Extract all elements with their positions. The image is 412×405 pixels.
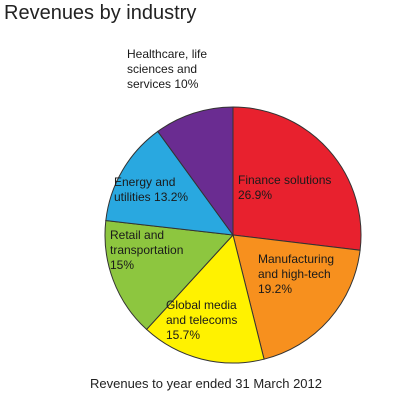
value-label: 26.9% <box>238 188 273 202</box>
value-label: 13.2% <box>154 190 189 204</box>
category-label: Finance solutions <box>238 173 332 187</box>
category-label: Global media and telecoms <box>166 298 238 327</box>
caption: Revenues to year ended 31 March 2012 <box>90 376 322 391</box>
slice-label: Healthcare, life sciences and services 1… <box>127 47 225 92</box>
pie-slice <box>105 130 235 236</box>
slice-label: Manufacturing and high-tech 19.2% <box>258 252 348 297</box>
category-label: Retail and transportation <box>110 228 184 257</box>
slice-label: Energy and utilities 13.2% <box>114 175 204 205</box>
pie-slice <box>104 220 235 331</box>
slice-label: Retail and transportation 15% <box>110 228 200 273</box>
chart-title: Revenues by industry <box>4 2 197 24</box>
slice-label: Finance solutions 26.9% <box>238 173 348 203</box>
slice-label: Global media and telecoms 15.7% <box>166 298 256 343</box>
category-label: Healthcare, life sciences and services <box>127 47 208 91</box>
category-label: Energy and utilities <box>114 175 176 204</box>
value-label: 19.2% <box>258 282 293 296</box>
pie-slice <box>157 106 234 237</box>
pie-slice <box>232 234 361 360</box>
pie-slice <box>145 233 265 364</box>
value-label: 10% <box>174 77 199 91</box>
value-label: 15.7% <box>166 328 201 342</box>
pie-slice <box>232 106 362 251</box>
category-label: Manufacturing and high-tech <box>258 252 335 281</box>
value-label: 15% <box>110 258 135 272</box>
